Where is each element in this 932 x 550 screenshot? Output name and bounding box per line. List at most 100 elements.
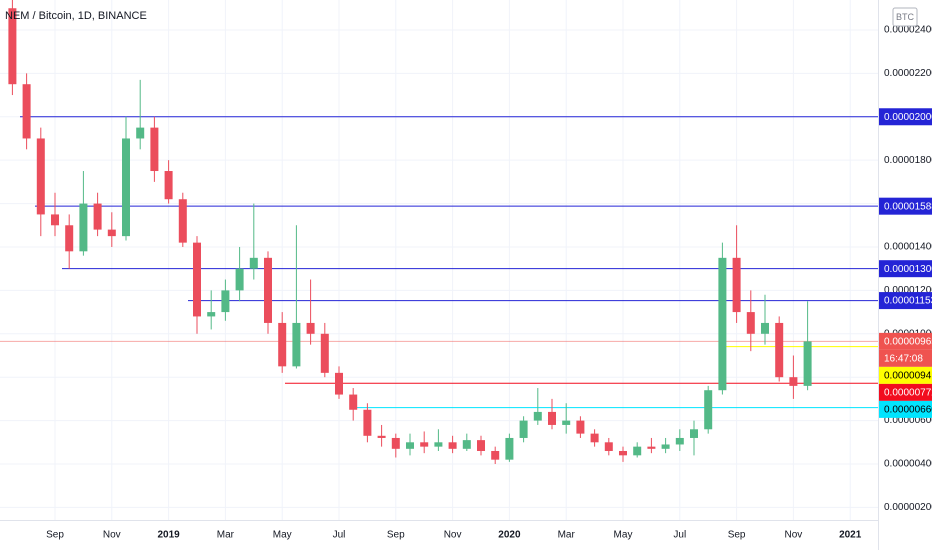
candle-body <box>335 372 343 395</box>
candle-body <box>278 322 287 367</box>
candle-body <box>661 444 670 449</box>
level-label-box <box>879 400 932 418</box>
countdown-label: 16:47:08 <box>884 354 923 365</box>
candle-body <box>675 437 684 445</box>
candle-body <box>193 242 201 317</box>
candle-body <box>51 214 59 226</box>
level-label: 0.00001300 <box>884 264 932 275</box>
x-tick-label: Sep <box>387 530 405 541</box>
candle-body <box>562 420 571 425</box>
candles <box>8 0 812 465</box>
candle-body <box>264 257 272 323</box>
axis-labels: 0.00002400 0.00002200 0.00002000 0.00001800… <box>46 25 932 541</box>
level-label-box <box>879 292 932 310</box>
candle-body <box>434 442 443 447</box>
candle-body <box>122 138 130 237</box>
currency-badge[interactable] <box>892 7 918 27</box>
x-tick-label: Sep <box>46 530 64 541</box>
level-label-box <box>879 197 932 215</box>
candle-body <box>590 433 599 443</box>
currency-label: BTC <box>896 12 915 22</box>
level-label: 0.00000941 <box>884 371 932 382</box>
candle-body <box>8 8 17 85</box>
x-tick-label: Nov <box>444 530 462 541</box>
candle-body <box>704 390 713 430</box>
x-tick-label: Sep <box>728 530 746 541</box>
candle-body <box>79 203 88 252</box>
candle-body <box>107 229 116 237</box>
candle-body <box>235 268 244 291</box>
y-tick-label: 0.00001200 <box>884 285 932 296</box>
candle-body <box>505 437 514 460</box>
candle-body <box>548 411 556 425</box>
candle-body <box>533 411 542 421</box>
level-label: 0.00000660 <box>884 405 932 416</box>
x-tick-label: May <box>614 530 633 541</box>
x-tick-label: Nov <box>785 530 803 541</box>
candle-body <box>519 420 528 438</box>
candle-body <box>420 442 429 447</box>
candle-body <box>320 333 329 373</box>
candle-body <box>36 138 45 215</box>
countdown-label-box <box>879 349 932 367</box>
candle-body <box>690 429 698 438</box>
candle-body <box>221 290 230 313</box>
candle-body <box>150 127 159 172</box>
x-tick-label: Mar <box>217 530 235 541</box>
level-label-box <box>879 108 932 126</box>
candle-body <box>775 322 784 378</box>
candle-body <box>207 312 216 317</box>
x-tick-label: 2019 <box>157 530 180 541</box>
candle-body <box>647 446 656 449</box>
level-label: 0.00001588 <box>884 201 932 212</box>
level-label-box <box>879 383 932 401</box>
candle-body <box>406 442 414 449</box>
candle-body <box>491 450 500 460</box>
y-tick-label: 0.00000600 <box>884 415 932 426</box>
last-price-label: 0.00000965 <box>884 337 932 348</box>
level-label-box <box>879 366 932 384</box>
candle-body <box>462 440 471 449</box>
candle-body <box>164 171 173 200</box>
candle-body <box>377 435 386 438</box>
candle-body <box>732 257 741 313</box>
x-tick-label: May <box>273 530 292 541</box>
time-axis <box>0 520 878 550</box>
candle-body <box>363 409 372 436</box>
candle-body <box>604 442 613 451</box>
candle-body <box>292 322 301 367</box>
candle-body <box>448 442 457 449</box>
candle-body <box>136 127 145 139</box>
x-tick-label: Jul <box>673 530 686 541</box>
y-tick-label: 0.00000400 <box>884 459 932 470</box>
candle-body <box>178 199 187 243</box>
candle-body <box>249 257 258 269</box>
level-label: 0.00001153 <box>884 296 932 307</box>
x-tick-label: Nov <box>103 530 121 541</box>
candle-body <box>349 394 358 410</box>
level-label: 0.00002000 <box>884 112 932 123</box>
level-label-box <box>879 260 932 278</box>
candle-body <box>803 341 812 386</box>
x-tick-label: Jul <box>333 530 346 541</box>
y-tick-label: 0.00002200 <box>884 68 932 79</box>
candle-body <box>761 322 769 334</box>
candle-body <box>65 225 74 252</box>
candle-body <box>619 450 627 456</box>
candle-body <box>718 257 727 391</box>
candle-body <box>789 377 798 386</box>
y-tick-label: 0.00002400 <box>884 25 932 36</box>
x-tick-label: 2021 <box>839 530 862 541</box>
level-label: 0.00000772 <box>884 388 932 399</box>
candle-body <box>306 322 315 334</box>
candle-body <box>477 440 485 451</box>
y-tick-label: 0.00000200 <box>884 502 932 513</box>
candle-body <box>93 203 102 230</box>
x-tick-label: 2020 <box>498 530 521 541</box>
candle-body <box>633 446 642 456</box>
candle-body <box>746 312 755 334</box>
y-tick-label: 0.00001800 <box>884 155 932 166</box>
